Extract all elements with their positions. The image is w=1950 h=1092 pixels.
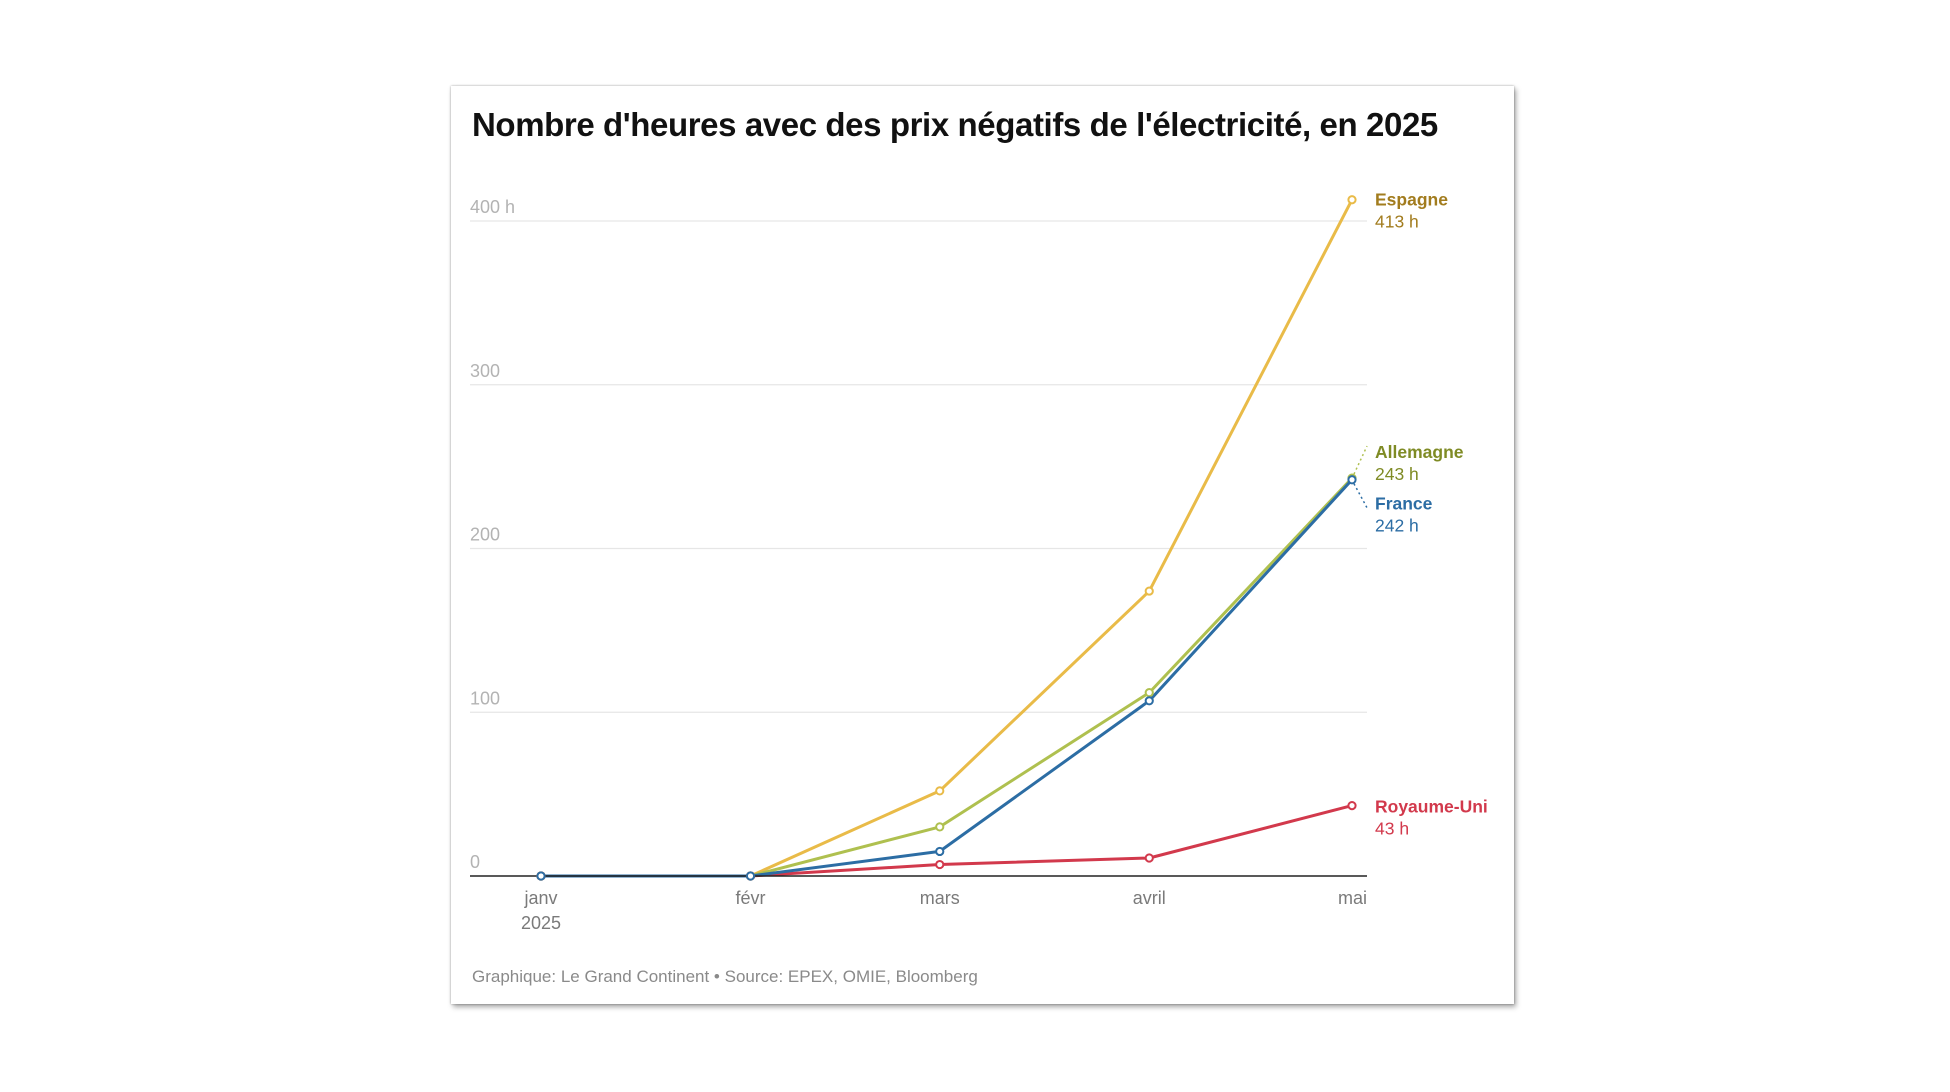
series-value-allemagne: 243 h xyxy=(1375,464,1419,484)
chart-footer-source: Graphique: Le Grand Continent • Source: … xyxy=(472,967,978,986)
series-label-espagne: Espagne xyxy=(1375,190,1448,210)
series-line-espagne xyxy=(539,198,1354,878)
series-label-france: France xyxy=(1375,494,1433,514)
data-point-france xyxy=(935,846,945,857)
series-label-royaume-uni: Royaume-Uni xyxy=(1375,797,1488,817)
series-label-allemagne: Allemagne xyxy=(1375,442,1464,462)
y-tick-label: 200 xyxy=(470,525,500,545)
x-tick-label-year: 2025 xyxy=(521,913,561,933)
data-point-espagne xyxy=(935,786,945,796)
data-point-allemagne xyxy=(1144,688,1154,698)
data-point-royaume-uni xyxy=(1144,853,1154,863)
y-tick-label: 400 h xyxy=(470,197,515,217)
data-point-royaume-uni xyxy=(935,859,945,870)
x-tick-label: avril xyxy=(1133,888,1166,908)
data-point-royaume-uni xyxy=(1347,800,1357,811)
leader-line-france xyxy=(1353,483,1368,509)
series-line-royaume-uni xyxy=(539,804,1354,878)
series-value-espagne: 413 h xyxy=(1375,212,1419,232)
data-point-espagne xyxy=(1347,195,1357,205)
chart-card: Nombre d'heures avec des prix négatifs d… xyxy=(451,86,1514,1004)
series-value-france: 242 h xyxy=(1375,516,1419,536)
x-tick-label: janv xyxy=(523,888,557,908)
series-line-allemagne xyxy=(539,476,1354,878)
y-tick-label: 0 xyxy=(470,852,480,872)
x-tick-label: févr xyxy=(736,888,766,908)
x-tick-label: mars xyxy=(920,888,960,908)
data-point-france xyxy=(1144,696,1154,706)
series-line-france xyxy=(539,478,1354,878)
data-point-espagne xyxy=(1144,586,1154,596)
data-point-france xyxy=(536,871,546,881)
x-tick-label: mai xyxy=(1338,888,1367,908)
y-tick-label: 100 xyxy=(470,688,500,708)
chart-title: Nombre d'heures avec des prix négatifs d… xyxy=(472,106,1438,143)
series-value-royaume-uni: 43 h xyxy=(1375,819,1409,839)
data-point-france xyxy=(745,871,756,881)
leader-line-allemagne xyxy=(1353,445,1368,475)
data-point-france xyxy=(1347,475,1357,485)
line-chart: 0 100 200 300 400 h janv 2025 févr mars avril mai E… xyxy=(470,190,1488,933)
y-tick-label: 300 xyxy=(470,361,500,381)
data-point-allemagne xyxy=(935,822,945,832)
